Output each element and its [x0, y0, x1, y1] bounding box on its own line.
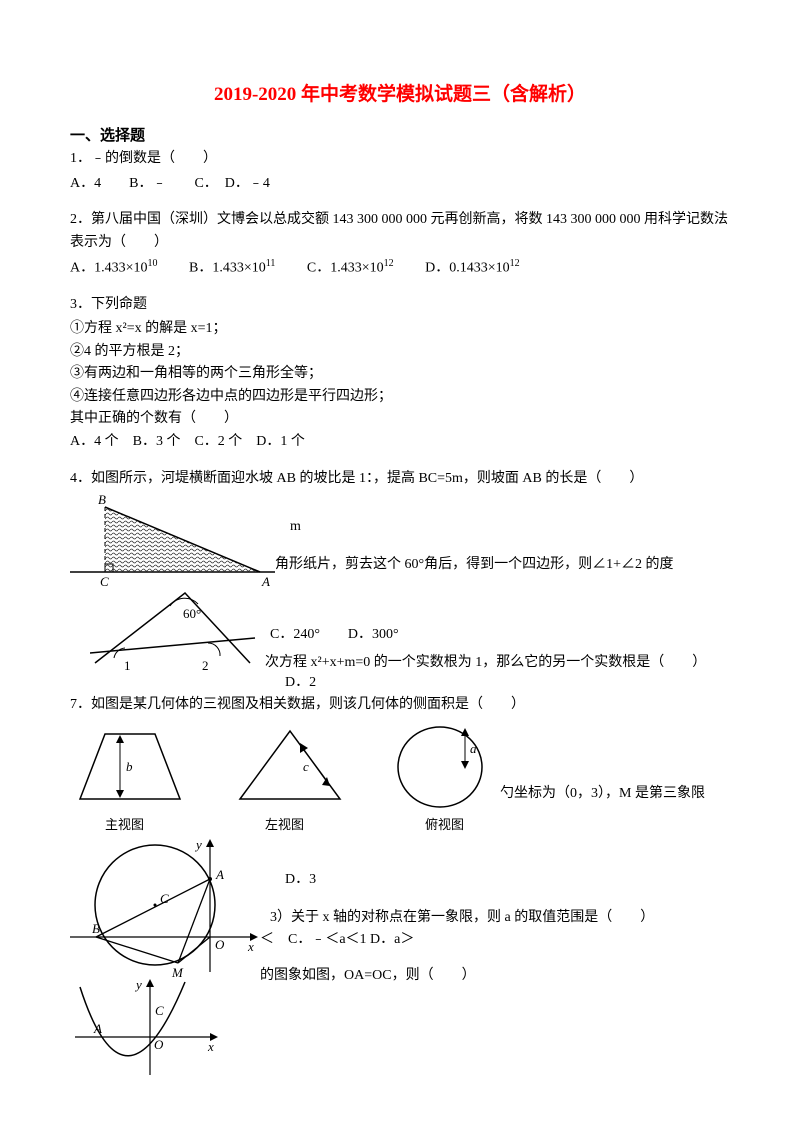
svg-text:O: O — [154, 1037, 164, 1052]
q2-options: A．1.433×1010 B．1.433×1011 C．1.433×1012 D… — [70, 256, 730, 280]
embankment-figure: B C A — [70, 492, 275, 588]
svg-text:A: A — [93, 1021, 102, 1036]
q7-frag2: D．3 — [285, 869, 316, 891]
q2-stem: 2．第八届中国（深圳）文博会以总成交额 143 300 000 000 元再创新… — [70, 209, 730, 254]
svg-text:M: M — [171, 965, 184, 977]
q2-opt-a: A．1.433×10 — [70, 261, 148, 276]
svg-text:60°: 60° — [183, 606, 201, 621]
q1-stem: 1．﹣的倒数是（ ） — [70, 148, 730, 170]
svg-text:A: A — [261, 574, 270, 588]
svg-text:C: C — [155, 1003, 164, 1018]
question-2: 2．第八届中国（深圳）文博会以总成交额 143 300 000 000 元再创新… — [70, 209, 730, 280]
q2-exp-d: 12 — [510, 258, 520, 269]
svg-text:B: B — [98, 492, 106, 507]
triangle-cut-figure: 60° 1 2 — [90, 588, 260, 684]
question-7: 7．如图是某几何体的三视图及相关数据，则该几何体的侧面积是（ ） b 主视图 c… — [70, 694, 730, 1076]
q2-opt-b: B．1.433×10 — [161, 261, 266, 276]
svg-text:y: y — [134, 977, 142, 992]
question-1: 1．﹣的倒数是（ ） A．4 B．﹣ C． D．﹣4 — [70, 148, 730, 195]
svg-text:O: O — [215, 937, 225, 952]
q2-exp-a: 10 — [148, 258, 158, 269]
q7-stem: 7．如图是某几何体的三视图及相关数据，则该几何体的侧面积是（ ） — [70, 694, 730, 716]
q1-options: A．4 B．﹣ C． D．﹣4 — [70, 173, 730, 195]
svg-text:a: a — [470, 741, 477, 756]
q4-frag-m: m — [290, 516, 301, 538]
svg-text:2: 2 — [202, 658, 209, 673]
q4-stem: 4．如图所示，河堤横断面迎水坡 AB 的坡比是 1：，提高 BC=5m，则坡面 … — [70, 468, 730, 490]
section-heading: 一、选择题 — [70, 124, 730, 148]
svg-text:b: b — [126, 759, 133, 774]
q5-frag1: C．240° D．300° — [270, 624, 399, 646]
svg-text:c: c — [303, 759, 309, 774]
q2-exp-b: 11 — [266, 258, 276, 269]
svg-text:B: B — [92, 921, 100, 936]
q3-line4: ④连接任意四边形各边中点的四边形是平行四边形； — [70, 386, 730, 408]
svg-text:x: x — [207, 1039, 214, 1054]
q3-line1: ①方程 x²=x 的解是 x=1； — [70, 318, 730, 340]
q3-stem: 3．下列命题 — [70, 294, 730, 316]
q7-frag3: 3）关于 x 轴的对称点在第一象限，则 a 的取值范围是（ ） — [270, 907, 654, 929]
q2-opt-d: D．0.1433×10 — [397, 261, 510, 276]
question-3: 3．下列命题 ①方程 x²=x 的解是 x=1； ②4 的平方根是 2； ③有两… — [70, 294, 730, 454]
q7-frag4: ＜ C．﹣＜a＜1 D．a＞ — [260, 929, 414, 951]
svg-text:A: A — [215, 867, 224, 882]
page-title: 2019-2020 年中考数学模拟试题三（含解析） — [70, 80, 730, 110]
q3-line5: 其中正确的个数有（ ） — [70, 408, 730, 430]
parabola-figure: C A O x y — [70, 977, 220, 1077]
left-view-label: 左视图 — [265, 815, 304, 836]
q3-line2: ②4 的平方根是 2； — [70, 341, 730, 363]
q7-frag1: 勺坐标为（0，3），M 是第三象限 — [500, 783, 705, 805]
svg-text:y: y — [194, 837, 202, 852]
q5-frag2: 次方程 x²+x+m=0 的一个实数根为 1，那么它的另一个实数根是（ ） — [265, 652, 706, 674]
q3-line3: ③有两边和一角相等的两个三角形全等； — [70, 363, 730, 385]
front-view-figure: b — [70, 719, 190, 819]
q3-options: A．4 个 B．3 个 C．2 个 D．1 个 — [70, 431, 730, 453]
svg-text:C: C — [100, 574, 109, 588]
left-view-figure: c — [230, 719, 350, 819]
svg-text:x: x — [247, 939, 254, 954]
q4-frag2: 角形纸片，剪去这个 60°角后，得到一个四边形，则∠1+∠2 的度 — [275, 554, 674, 576]
q2-opt-c: C．1.433×10 — [279, 261, 384, 276]
question-4: 4．如图所示，河堤横断面迎水坡 AB 的坡比是 1：，提高 BC=5m，则坡面 … — [70, 468, 730, 684]
top-view-figure: a — [390, 719, 500, 819]
svg-text:1: 1 — [124, 658, 131, 673]
front-view-label: 主视图 — [105, 815, 144, 836]
q5-frag3: D．2 — [285, 672, 316, 694]
top-view-label: 俯视图 — [425, 815, 464, 836]
q2-exp-c: 12 — [384, 258, 394, 269]
circle-axes-figure: C A B O x y M — [70, 837, 260, 977]
